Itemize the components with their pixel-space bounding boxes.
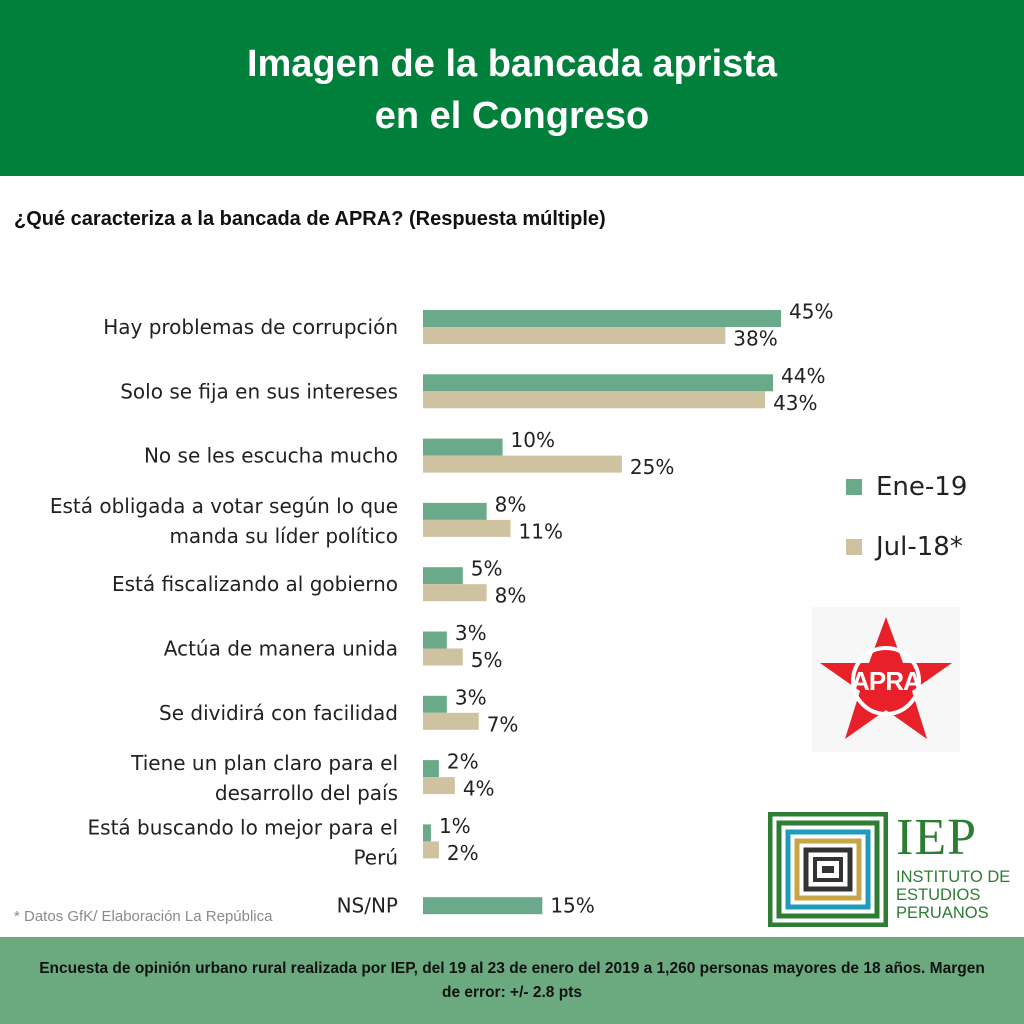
legend-item-jul18: Jul-18*: [846, 532, 963, 562]
value-label: 5%: [471, 557, 503, 581]
category-label-line: Perú: [353, 845, 398, 869]
page-title: Imagen de la bancada aprista en el Congr…: [0, 38, 1024, 142]
category-label-line: Está obligada a votar según lo que: [50, 494, 398, 518]
question-paren: (Respuesta múltiple): [408, 208, 606, 230]
legend-label-ene19: Ene-19: [876, 472, 968, 502]
legend-swatch-jul18: [846, 539, 862, 555]
legend-item-ene19: Ene-19: [846, 472, 967, 502]
bar-ene19: [423, 310, 781, 327]
value-label: 10%: [511, 428, 555, 452]
bar-chart: Hay problemas de corrupción 45% 38% Solo se…: [50, 300, 834, 918]
value-label: 1%: [439, 814, 471, 838]
category-label-line: manda su líder político: [169, 524, 398, 548]
survey-question: ¿Qué caracteriza a la bancada de APRA? (…: [14, 208, 606, 231]
iep-sub-line-1: INSTITUTO DE: [896, 868, 1011, 886]
bar-jul18: [423, 777, 455, 795]
bar-ene19: [423, 567, 463, 585]
value-label: 8%: [495, 584, 527, 608]
value-label: 25%: [630, 455, 674, 479]
title-line-2: en el Congreso: [374, 95, 650, 137]
bar-jul18: [423, 391, 766, 409]
category-label: No se les escucha mucho: [144, 444, 398, 468]
value-label: 44%: [781, 364, 825, 388]
footer-banner: Encuesta de opinión urbano rural realiza…: [0, 937, 1024, 1024]
apra-star-icon: APRA: [820, 617, 952, 739]
category-label: Está fiscalizando al gobierno: [112, 572, 398, 596]
bar-jul18: [423, 584, 487, 602]
value-label: 5%: [471, 648, 503, 672]
category-label: Está buscando lo mejor para el Perú: [88, 815, 398, 869]
bar-jul18: [423, 327, 726, 344]
value-label: 38%: [733, 327, 777, 351]
bar-jul18: [423, 712, 479, 730]
value-label: 4%: [463, 777, 495, 801]
bar-ene19: [423, 631, 447, 649]
category-label: Solo se fija en sus intereses: [120, 379, 398, 403]
category-label: Está obligada a votar según lo que manda …: [50, 494, 398, 548]
footer-text: Encuesta de opinión urbano rural realiza…: [39, 960, 985, 1001]
header-banner: Imagen de la bancada aprista en el Congr…: [0, 0, 1024, 176]
category-label: Se dividirá con facilidad: [159, 701, 398, 725]
value-label: 15%: [550, 894, 594, 918]
source-note: * Datos GfK/ Elaboración La República: [14, 908, 273, 925]
category-label: NS/NP: [337, 894, 398, 918]
category-label: Actúa de manera unida: [164, 637, 398, 661]
category-label: Tiene un plan claro para el desarrollo de…: [130, 751, 398, 805]
iep-logo: IEP INSTITUTO DE ESTUDIOS PERUANOS: [768, 812, 1018, 927]
value-label: 8%: [495, 492, 527, 516]
iep-sub-line-2: ESTUDIOS: [896, 886, 981, 904]
title-line-1: Imagen de la bancada aprista: [246, 43, 778, 85]
apra-logo-text: APRA: [851, 666, 922, 696]
legend-label-jul18: Jul-18*: [876, 532, 963, 562]
bar-ene19: [423, 824, 431, 842]
bar-jul18: [423, 455, 622, 473]
bar-jul18: [423, 841, 439, 859]
value-label: 2%: [447, 841, 479, 865]
bar-ene19: [423, 438, 503, 456]
value-label: 43%: [773, 391, 817, 415]
category-label: Hay problemas de corrupción: [103, 315, 398, 339]
value-label: 11%: [519, 519, 563, 543]
category-label-line: Tiene un plan claro para el: [130, 751, 398, 775]
category-label-line: Está buscando lo mejor para el: [88, 815, 398, 839]
iep-subtitle: INSTITUTO DE ESTUDIOS PERUANOS: [896, 868, 1010, 922]
bar-ene19: [423, 760, 439, 778]
legend-swatch-ene19: [846, 479, 862, 495]
value-label: 3%: [455, 685, 487, 709]
value-label: 45%: [789, 300, 833, 324]
question-main: ¿Qué caracteriza a la bancada de APRA?: [14, 208, 404, 230]
bar-jul18: [423, 648, 463, 666]
chart-legend: Ene-19 Jul-18*: [846, 470, 1016, 580]
iep-sub-line-3: PERUANOS: [896, 904, 989, 922]
bar-jul18: [423, 519, 511, 537]
value-label: 3%: [455, 621, 487, 645]
value-label: 2%: [447, 750, 479, 774]
bar-ene19: [423, 374, 774, 392]
bar-ene19: [423, 502, 487, 520]
iep-emblem-icon: [768, 812, 888, 927]
iep-name: IEP: [896, 809, 977, 866]
bar-ene19: [423, 897, 543, 915]
apra-star-logo: APRA: [812, 607, 960, 752]
bar-ene19: [423, 695, 447, 713]
value-label: 7%: [487, 712, 519, 736]
category-label-line: desarrollo del país: [215, 781, 398, 805]
